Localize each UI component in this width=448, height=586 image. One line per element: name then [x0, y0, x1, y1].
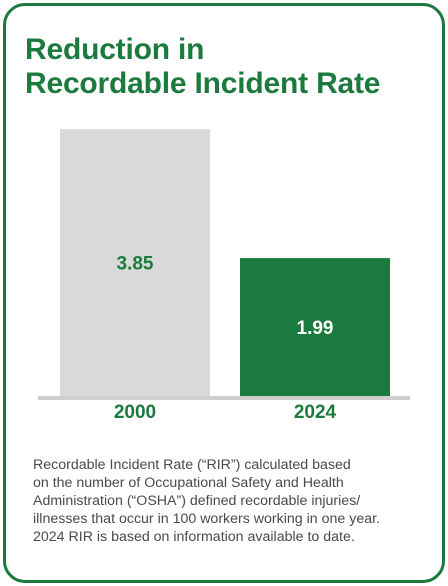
title-line-1: Reduction in — [25, 33, 205, 66]
footnote: Recordable Incident Rate (“RIR”) calcula… — [33, 456, 433, 546]
footnote-line-2: on the number of Occupational Safety and… — [33, 475, 344, 491]
value-label-2024: 1.99 — [297, 318, 334, 339]
footnote-line-1: Recordable Incident Rate (“RIR”) calcula… — [33, 457, 351, 473]
x-tick-label-2024: 2024 — [294, 402, 337, 423]
chart-title: Reduction in Recordable Incident Rate — [25, 33, 425, 101]
x-axis-baseline — [38, 396, 410, 400]
title-line-2: Recordable Incident Rate — [25, 67, 381, 100]
footnote-line-3: Administration (“OSHA”) defined recordab… — [33, 493, 361, 509]
footnote-line-5: 2024 RIR is based on information availab… — [33, 529, 355, 545]
bar-2024 — [240, 258, 390, 396]
value-label-2000: 3.85 — [117, 254, 154, 275]
footnote-line-4: illnesses that occur in 100 workers work… — [33, 511, 380, 527]
x-tick-label-2000: 2000 — [114, 402, 156, 423]
bar-2000 — [60, 129, 210, 397]
